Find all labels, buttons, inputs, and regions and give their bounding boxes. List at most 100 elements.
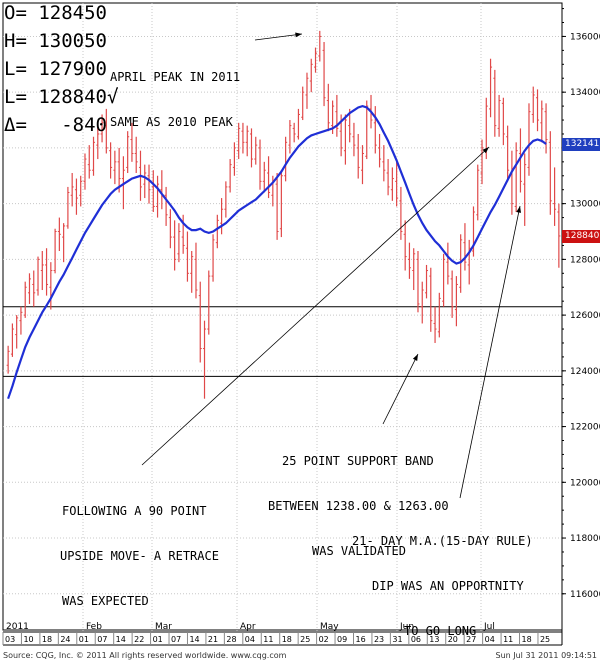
annotation-line: UPSIDE MOVE- A RETRACE <box>60 549 219 563</box>
price-bar <box>399 186 403 240</box>
price-bar <box>518 128 522 193</box>
annotation-line: 25 POINT SUPPORT BAND <box>282 454 434 468</box>
x-day-label: 23 <box>374 635 384 644</box>
price-bar <box>407 242 411 279</box>
x-day-label: 14 <box>116 635 126 644</box>
x-day-label: 09 <box>337 635 347 644</box>
price-bar <box>301 86 305 121</box>
price-bar <box>446 242 450 285</box>
price-bar <box>476 164 480 221</box>
price-bar <box>57 217 61 252</box>
annotation-line: BETWEEN 1238.00 & 1263.00 <box>268 499 449 513</box>
annotation-line: APRIL PEAK IN 2011 <box>110 70 241 84</box>
price-bar <box>249 128 253 168</box>
x-day-label: 18 <box>282 635 292 644</box>
price-bar <box>258 139 262 190</box>
price-bar <box>390 167 394 201</box>
x-month-label: 2011 <box>6 622 29 632</box>
support-band-arrow <box>382 353 419 425</box>
price-bar <box>49 262 53 310</box>
price-bar <box>117 147 121 193</box>
y-tick-label: 126000 <box>570 311 600 321</box>
price-bar <box>32 270 36 307</box>
price-bar <box>100 114 104 143</box>
price-bar <box>326 83 330 132</box>
price-bar <box>147 164 151 204</box>
price-bar <box>237 122 241 160</box>
plot-frame <box>2 2 563 631</box>
price-bar <box>228 159 232 193</box>
x-day-label: 06 <box>411 635 421 644</box>
x-day-label: 16 <box>355 635 365 644</box>
x-day-label: 31 <box>392 635 402 644</box>
price-bar <box>544 103 548 154</box>
x-day-label: 21 <box>208 635 218 644</box>
price-bar <box>378 133 382 168</box>
price-bar <box>314 47 318 73</box>
x-day-label: 27 <box>466 635 476 644</box>
price-bar <box>296 108 300 140</box>
price-bar <box>305 72 309 109</box>
price-bar <box>164 186 168 226</box>
price-bar <box>40 251 44 291</box>
x-day-label: 11 <box>503 635 513 644</box>
price-bar <box>36 256 40 296</box>
annotation-line: 21- DAY M.A.(15-DAY RULE) <box>352 534 533 548</box>
price-bar <box>241 122 245 154</box>
price-bar <box>203 320 207 399</box>
x-day-label: 22 <box>134 635 144 644</box>
price-bar <box>395 159 399 207</box>
price-bar <box>194 242 198 299</box>
price-bar <box>548 131 552 215</box>
price-bar <box>365 100 369 160</box>
price-bar <box>130 122 134 162</box>
x-day-label: 11 <box>263 635 273 644</box>
y-tick-label: 130000 <box>570 200 600 210</box>
y-tick-label: 128000 <box>570 255 600 265</box>
ma-dip-annotation: 21- DAY M.A.(15-DAY RULE) DIP WAS AN OPP… <box>352 504 533 654</box>
source-credit: Source: CQG, Inc. © 2011 All rights rese… <box>3 651 287 660</box>
price-bar <box>70 172 74 207</box>
moving-average-line <box>7 104 547 400</box>
price-bar <box>284 136 288 182</box>
price-bar <box>356 133 360 179</box>
annotation-line: WAS EXPECTED <box>62 594 149 608</box>
price-bar <box>267 156 271 199</box>
price-bar <box>467 239 471 285</box>
price-bar <box>322 42 326 107</box>
price-bar <box>126 131 130 173</box>
price-bar <box>211 234 215 282</box>
y-tick-label: 122000 <box>570 423 600 433</box>
y-tick-label: 120000 <box>570 478 600 488</box>
y-tick-label: 118000 <box>570 534 600 544</box>
price-bar <box>207 270 211 335</box>
retrace-annotation: FOLLOWING A 90 POINT UPSIDE MOVE- A RETR… <box>60 474 219 624</box>
price-bar <box>309 58 313 93</box>
price-bar <box>497 94 501 137</box>
x-month-label: Jun <box>399 622 414 632</box>
price-bar <box>382 145 386 182</box>
x-day-label: 01 <box>79 635 89 644</box>
retrace-arrow <box>141 146 490 466</box>
price-bar <box>6 345 10 374</box>
x-day-label: 13 <box>429 635 439 644</box>
x-day-label: 03 <box>5 635 15 644</box>
x-month-label: Apr <box>240 622 256 632</box>
high-value: H= 130050 <box>4 30 107 52</box>
price-bar <box>45 248 49 296</box>
price-bar <box>386 159 390 196</box>
price-bar <box>459 234 463 293</box>
price-bar <box>245 125 249 157</box>
price-bar <box>254 136 258 165</box>
price-bar <box>335 94 339 137</box>
price-bar <box>429 267 433 332</box>
ma-dip-arrow-head <box>516 206 521 213</box>
ma-price-tag: 132141 <box>562 137 600 151</box>
price-bar <box>412 248 416 291</box>
price-bar <box>489 58 493 118</box>
price-bar <box>198 281 202 363</box>
x-day-label: 18 <box>42 635 52 644</box>
price-bar <box>416 251 420 313</box>
